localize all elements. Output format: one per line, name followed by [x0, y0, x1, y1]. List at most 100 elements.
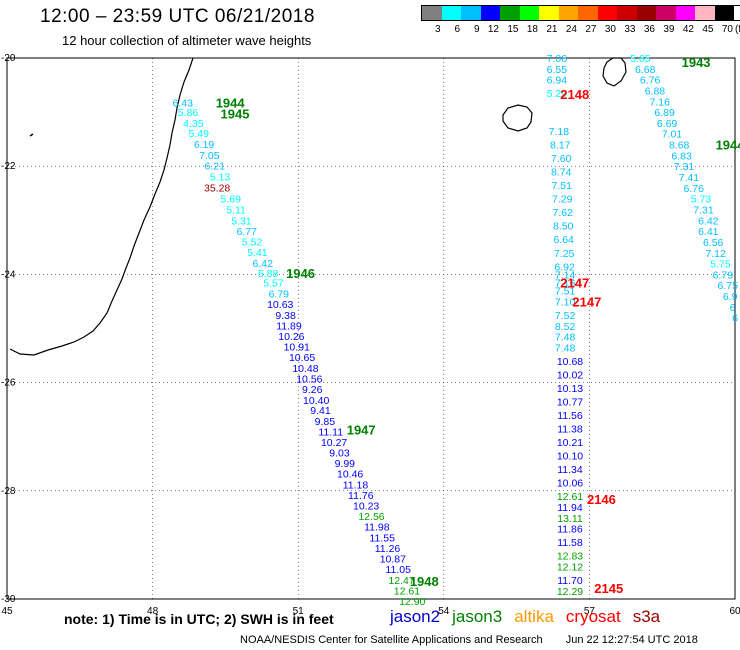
- swh-value-label: 12.12: [557, 562, 583, 574]
- swh-value-label: 7.48: [555, 342, 576, 354]
- colorbar-swatches: [421, 5, 740, 21]
- swh-value-label: 10.06: [557, 478, 583, 490]
- swh-value-label: 4.35: [183, 118, 204, 130]
- colorbar-swatch: [519, 6, 539, 20]
- swh-value-label: 10.23: [353, 500, 379, 512]
- swh-value-label: 6.94: [547, 75, 568, 87]
- colorbar-swatch: [539, 6, 559, 20]
- pass-time-label: 1944: [716, 138, 740, 153]
- swh-value-label: 6.42: [698, 215, 719, 227]
- swh-value-label: 10.27: [321, 437, 347, 449]
- swh-value-label: 12.29: [557, 586, 583, 598]
- swh-value-label: 11.94: [557, 502, 583, 514]
- map-note: note: 1) Time is in UTC; 2) SWH is in fe…: [64, 611, 334, 627]
- swh-value-label: 6.42: [253, 258, 274, 270]
- colorbar-label: 15: [507, 24, 519, 35]
- swh-value-label: 11.98: [364, 522, 390, 534]
- swh-value-label: 6.41: [698, 226, 719, 238]
- swh-value-label: 5.31: [231, 215, 252, 227]
- swh-value-label: 5.86: [178, 107, 199, 119]
- colorbar-label: 24: [565, 24, 577, 35]
- colorbar-label: 12: [487, 24, 499, 35]
- colorbar-label: 9: [473, 24, 480, 35]
- swh-value-label: 7.01: [662, 129, 683, 141]
- swh-value-label: 7.18: [549, 126, 570, 138]
- swh-value-label: 35.28: [204, 182, 230, 194]
- swh-value-label: 10.87: [380, 553, 406, 565]
- pass-time-label: 2145: [594, 581, 623, 596]
- footer: NOAA/NESDIS Center for Satellite Applica…: [240, 634, 698, 646]
- swh-value-label: 5.65: [630, 53, 651, 65]
- colorbar-label: 36: [643, 24, 655, 35]
- swh-value-label: 7.52: [555, 310, 576, 322]
- footer-generated-time: Jun 22 12:27:54 UTC 2018: [565, 634, 698, 646]
- swh-value-label: 9.41: [310, 405, 331, 417]
- swh-value-label: 12.61: [394, 585, 420, 597]
- colorbar-swatch: [441, 6, 461, 20]
- swh-value-label: 8.74: [551, 167, 572, 179]
- swh-value-label: 10.48: [292, 363, 318, 375]
- colorbar-unit: (ft): [735, 24, 740, 35]
- swh-value-label: 10.10: [557, 451, 583, 463]
- swh-value-label: 10.77: [557, 397, 583, 409]
- colorbar-label: 33: [624, 24, 636, 35]
- swh-value-label: 6.43: [172, 97, 193, 109]
- lon-tick-label: 45: [1, 606, 13, 617]
- colorbar-label: 21: [546, 24, 558, 35]
- satellite-legend: jason2 jason3 altika cryosat s3a: [390, 607, 660, 627]
- satellite-legend-item: s3a: [632, 607, 661, 626]
- swh-value-label: 10.13: [557, 383, 583, 395]
- lat-tick-label: -24: [1, 269, 16, 280]
- pass-time-label: 1948: [410, 574, 439, 589]
- footer-credit: NOAA/NESDIS Center for Satellite Applica…: [240, 634, 543, 646]
- swh-value-label: 7.51: [555, 286, 576, 298]
- colorbar-swatch: [480, 6, 500, 20]
- lon-tick-label: 57: [584, 606, 596, 617]
- colorbar-label: 70: [721, 24, 733, 35]
- colorbar-label: 18: [526, 24, 538, 35]
- pass-time-label: 1946: [286, 266, 315, 281]
- colorbar-swatch: [500, 6, 520, 20]
- pass-time-label: 1943: [682, 55, 711, 70]
- pass-time-label: 2148: [560, 87, 589, 102]
- swh-value-label: 5.49: [188, 128, 209, 140]
- swh-value-label: 11.05: [385, 564, 411, 576]
- swh-value-label: 7.60: [551, 153, 572, 165]
- pass-time-label: 2146: [587, 492, 616, 507]
- lat-tick-label: -22: [1, 161, 16, 172]
- colorbar-swatch: [422, 6, 442, 20]
- colorbar-swatch: [617, 6, 637, 20]
- swh-value-label: 6.19: [194, 139, 215, 151]
- colorbar-label: 45: [702, 24, 714, 35]
- swh-value-label: 12.61: [557, 491, 583, 503]
- colorbar-label: 3: [434, 24, 441, 35]
- satellite-legend-item: jason2: [390, 607, 441, 626]
- mauritius-coastline: [602, 57, 627, 87]
- swh-value-label: 7.10: [555, 296, 576, 308]
- swh-value-label: 7.16: [555, 278, 576, 290]
- pass-time-label: 2147: [560, 276, 589, 291]
- map-subtitle: 12 hour collection of altimeter wave hei…: [62, 33, 312, 48]
- swh-value-label: 11.58: [557, 537, 583, 549]
- swh-value-label: 9.38: [275, 310, 296, 322]
- swh-value-label: 6.88: [645, 85, 666, 97]
- colorbar-swatch: [656, 6, 676, 20]
- swh-value-label: 5.75: [710, 259, 731, 271]
- colorbar-swatch: [714, 6, 734, 20]
- swh-value-label: 7.62: [552, 207, 573, 219]
- swh-value-label: 5.52: [242, 236, 263, 248]
- pass-time-label: 1947: [347, 423, 376, 438]
- swh-value-label: 10.02: [557, 369, 583, 381]
- swh-value-label: 6.76: [684, 183, 705, 195]
- swh-value-label: 6.83: [671, 150, 692, 162]
- swh-value-label: 11.26: [375, 543, 401, 555]
- colorbar-swatch: [597, 6, 617, 20]
- swh-value-label: 11.11: [318, 426, 343, 438]
- swh-value-label: 6.79: [269, 288, 290, 300]
- swh-value-label: 13.11: [557, 513, 583, 525]
- colorbar-swatch: [636, 6, 656, 20]
- lon-tick-label: 54: [438, 606, 450, 617]
- swh-value-label: 7.31: [674, 161, 695, 173]
- swh-value-label: 10.63: [267, 299, 293, 311]
